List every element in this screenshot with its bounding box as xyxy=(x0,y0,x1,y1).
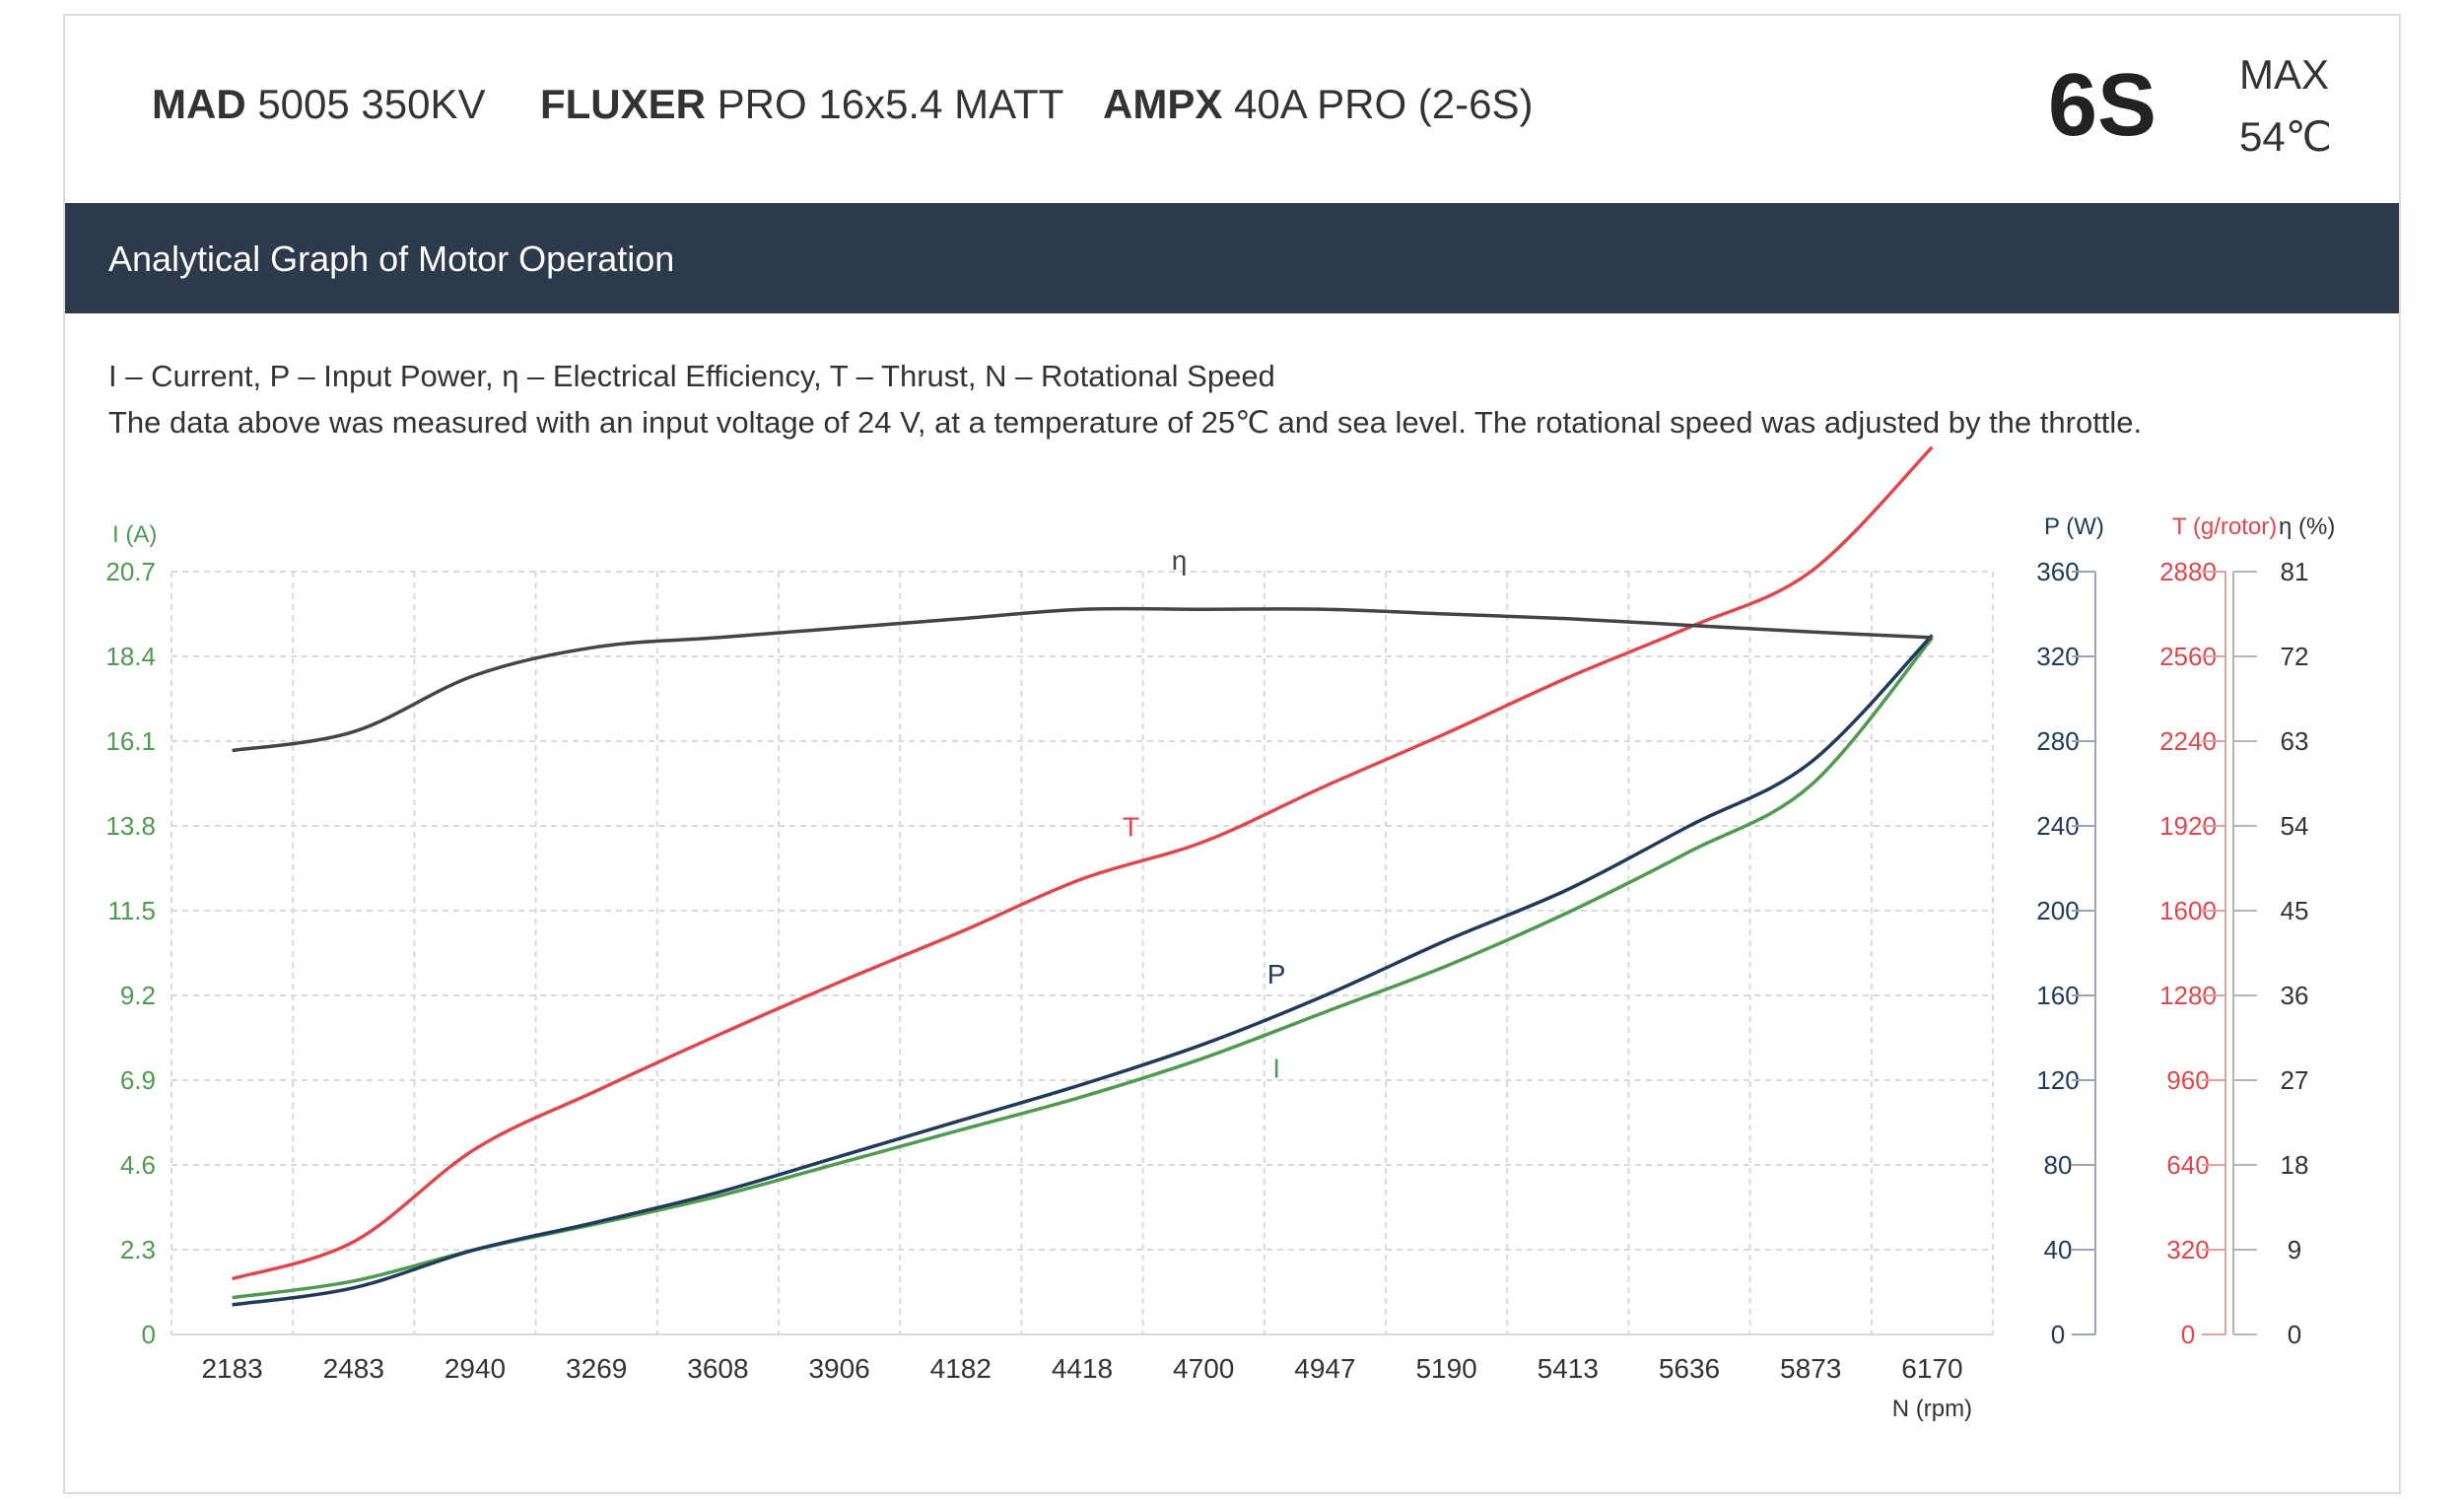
x-tick-label: 5413 xyxy=(1538,1353,1599,1384)
x-axis-label: N (rpm) xyxy=(1892,1396,1972,1422)
motor-name: MAD 5005 350KV xyxy=(152,81,486,128)
series-line-current xyxy=(232,637,1934,1300)
x-tick-label: 3906 xyxy=(808,1353,869,1384)
series-label-current: I xyxy=(1272,1054,1280,1084)
product-header: MAD 5005 350KV FLUXER PRO 16x5.4 MATT AM… xyxy=(65,16,2399,203)
series-label-power: P xyxy=(1267,959,1286,990)
x-tick-label: 6170 xyxy=(1901,1353,1962,1384)
x-tick-label: 2940 xyxy=(445,1353,506,1384)
efficiency-tick-label: 45 xyxy=(2281,896,2309,925)
motor-brand: MAD xyxy=(152,81,246,127)
esc-brand: AMPX xyxy=(1103,81,1223,127)
max-temp-value: 54℃ xyxy=(2239,113,2332,160)
chart-card: MAD 5005 350KV FLUXER PRO 16x5.4 MATT AM… xyxy=(63,14,2401,1494)
x-tick-label: 4700 xyxy=(1173,1353,1234,1384)
current-tick-label: 16.1 xyxy=(105,726,156,756)
efficiency-tick-label: 63 xyxy=(2281,726,2309,756)
title-banner: Analytical Graph of Motor Operation xyxy=(65,203,2399,313)
banner-title: Analytical Graph of Motor Operation xyxy=(108,239,675,279)
prop-name: FLUXER PRO 16x5.4 MATT xyxy=(540,81,1063,128)
current-tick-label: 9.2 xyxy=(120,981,156,1010)
cell-count: 6S xyxy=(2048,56,2157,155)
x-tick-label: 3608 xyxy=(687,1353,748,1384)
efficiency-tick-label: 27 xyxy=(2281,1065,2309,1095)
power-axis-label: P (W) xyxy=(2044,513,2104,540)
x-tick-label: 2483 xyxy=(323,1353,384,1384)
legend-conditions: The data above was measured with an inpu… xyxy=(108,405,2143,440)
power-tick-label: 40 xyxy=(2044,1235,2073,1264)
series-line-efficiency xyxy=(232,606,1933,753)
x-tick-label: 3269 xyxy=(566,1353,627,1384)
series-label-efficiency: η xyxy=(1172,545,1188,576)
x-tick-label: 4418 xyxy=(1052,1353,1113,1384)
efficiency-tick-label: 18 xyxy=(2281,1150,2309,1180)
x-tick-label: 5873 xyxy=(1780,1353,1841,1384)
efficiency-tick-label: 36 xyxy=(2281,981,2309,1010)
max-temp-label: MAX xyxy=(2239,51,2330,98)
efficiency-axis-label: η (%) xyxy=(2279,513,2335,540)
current-axis-label: I (A) xyxy=(112,521,157,548)
series-line-power xyxy=(232,634,1934,1307)
current-tick-label: 4.6 xyxy=(120,1150,156,1180)
series-label-thrust: T xyxy=(1123,812,1139,843)
efficiency-tick-label: 72 xyxy=(2281,642,2309,671)
current-tick-label: 20.7 xyxy=(105,557,156,586)
power-tick-label: 80 xyxy=(2044,1150,2073,1180)
motor-model: 5005 350KV xyxy=(257,81,486,127)
legend-definitions: I – Current, P – Input Power, η – Electr… xyxy=(108,359,1275,393)
current-tick-label: 18.4 xyxy=(105,642,156,671)
current-tick-label: 6.9 xyxy=(120,1065,156,1095)
prop-brand: FLUXER xyxy=(540,81,706,127)
efficiency-tick-label: 54 xyxy=(2281,811,2309,841)
prop-model: PRO 16x5.4 MATT xyxy=(717,81,1064,127)
esc-model: 40A PRO (2-6S) xyxy=(1234,81,1534,127)
efficiency-tick-label: 81 xyxy=(2281,557,2309,586)
thrust-tick-label: 0 xyxy=(2181,1320,2195,1349)
thrust-axis-label: T (g/rotor) xyxy=(2172,513,2277,540)
efficiency-tick-label: 9 xyxy=(2288,1235,2301,1264)
x-tick-label: 5190 xyxy=(1415,1353,1476,1384)
x-tick-label: 4182 xyxy=(930,1353,992,1384)
current-tick-label: 13.8 xyxy=(105,811,156,841)
x-tick-label: 4947 xyxy=(1294,1353,1355,1384)
current-tick-label: 11.5 xyxy=(107,896,156,925)
current-tick-label: 0 xyxy=(142,1320,156,1349)
current-tick-label: 2.3 xyxy=(120,1235,156,1264)
x-tick-label: 2183 xyxy=(201,1353,262,1384)
power-tick-label: 0 xyxy=(2051,1320,2065,1349)
esc-name: AMPX 40A PRO (2-6S) xyxy=(1103,81,1534,128)
efficiency-tick-label: 0 xyxy=(2288,1320,2301,1349)
x-tick-label: 5636 xyxy=(1659,1353,1720,1384)
